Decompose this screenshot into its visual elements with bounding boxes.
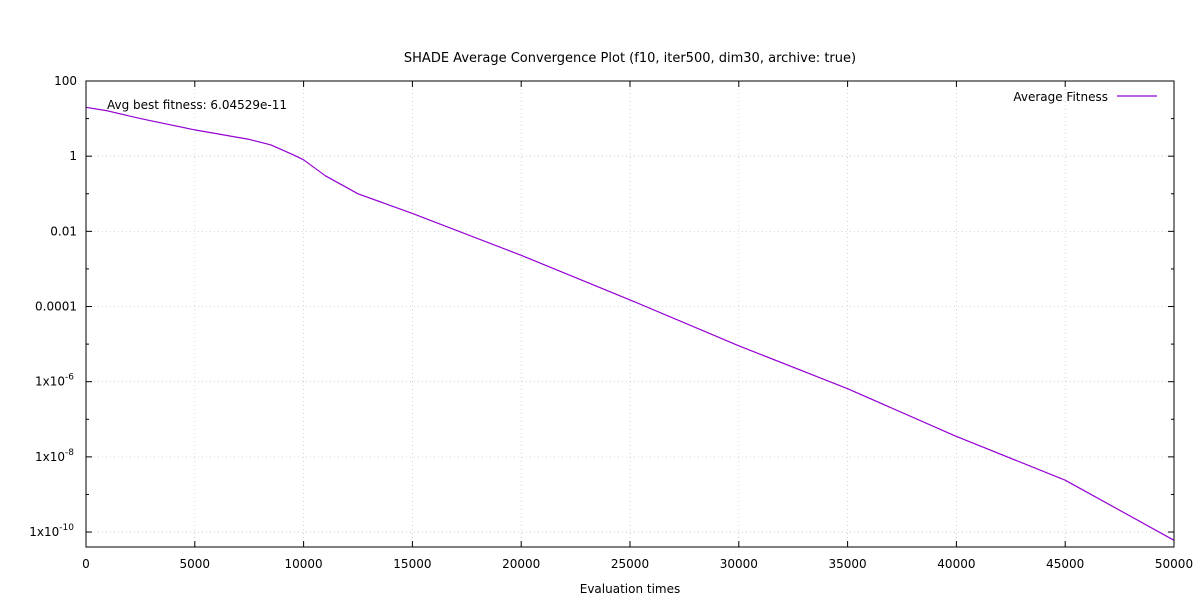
x-tick-labels: 0 5000 10000 15000 20000 25000 30000 35000 40000… <box>82 557 1193 571</box>
legend: Average Fitness <box>1013 90 1157 104</box>
y-tick-label: 1x10-6 <box>35 373 74 389</box>
x-tick-label: 45000 <box>1046 557 1084 571</box>
series-line-average-fitness <box>85 106 1175 541</box>
chart-title: SHADE Average Convergence Plot (f10, ite… <box>404 51 856 66</box>
y-tick-labels: 100 1 0.01 0.0001 1x10-6 1x10-8 1x10-10 <box>29 74 77 539</box>
x-tick-label: 20000 <box>502 557 540 571</box>
x-tick-label: 35000 <box>829 557 867 571</box>
x-axis-label: Evaluation times <box>580 582 681 596</box>
y-tick-label: 1x10-8 <box>35 448 74 464</box>
x-tick-label: 0 <box>82 557 90 571</box>
x-tick-label: 10000 <box>285 557 323 571</box>
y-tick-label: 100 <box>54 74 77 88</box>
x-tick-label: 5000 <box>180 557 211 571</box>
plot-frame <box>85 80 1175 548</box>
x-tick-label: 30000 <box>720 557 758 571</box>
x-tick-label: 40000 <box>937 557 975 571</box>
grid-lines <box>86 81 1174 547</box>
x-tick-label: 50000 <box>1155 557 1193 571</box>
series-layer <box>85 106 1175 541</box>
y-tick-label: 0.0001 <box>35 300 77 314</box>
x-tick-label: 25000 <box>611 557 649 571</box>
y-tick-label: 0.01 <box>50 224 77 238</box>
legend-label: Average Fitness <box>1013 90 1108 104</box>
x-tick-label: 15000 <box>393 557 431 571</box>
best-fitness-annotation: Avg best fitness: 6.04529e-11 <box>107 98 287 112</box>
y-tick-label: 1x10-10 <box>29 523 74 539</box>
y-tick-label: 1 <box>69 149 77 163</box>
axis-ticks <box>85 80 1175 547</box>
